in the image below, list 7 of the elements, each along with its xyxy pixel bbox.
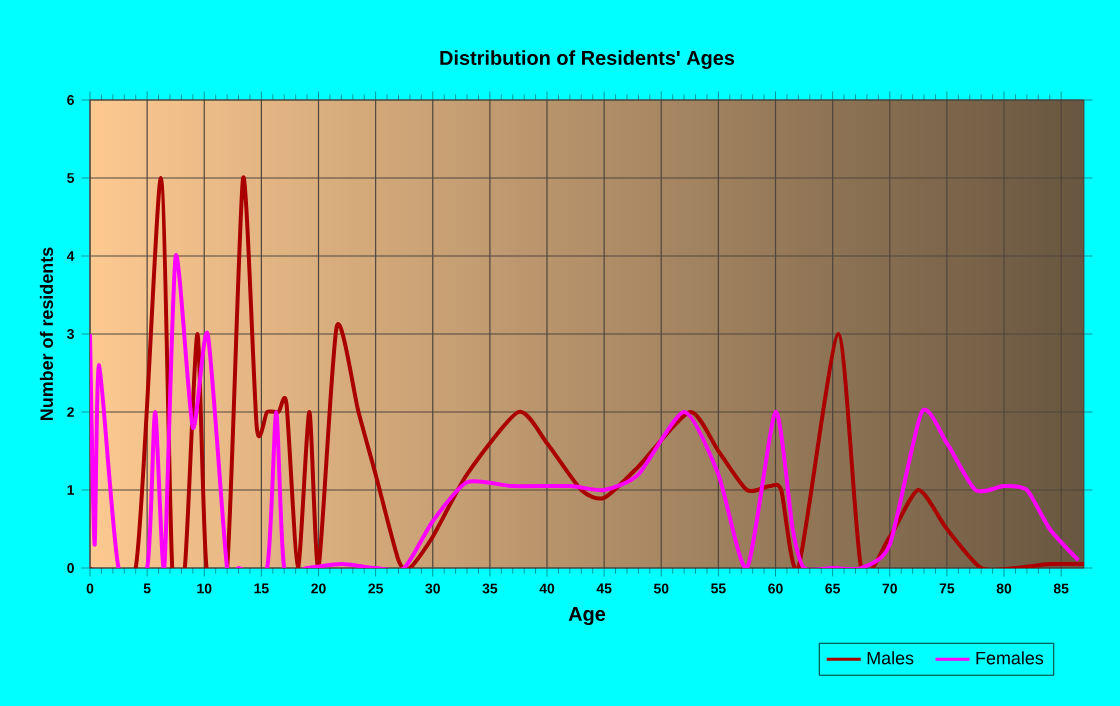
chart-title: Distribution of Residents' Ages xyxy=(440,50,735,70)
legend-label: Males xyxy=(867,651,914,665)
line-series xyxy=(90,176,1084,568)
x-axis-title: Age xyxy=(568,607,606,626)
y-axis-title: Number of residents xyxy=(39,247,54,421)
legend-label: Females xyxy=(976,651,1044,665)
line-series xyxy=(90,254,1081,568)
